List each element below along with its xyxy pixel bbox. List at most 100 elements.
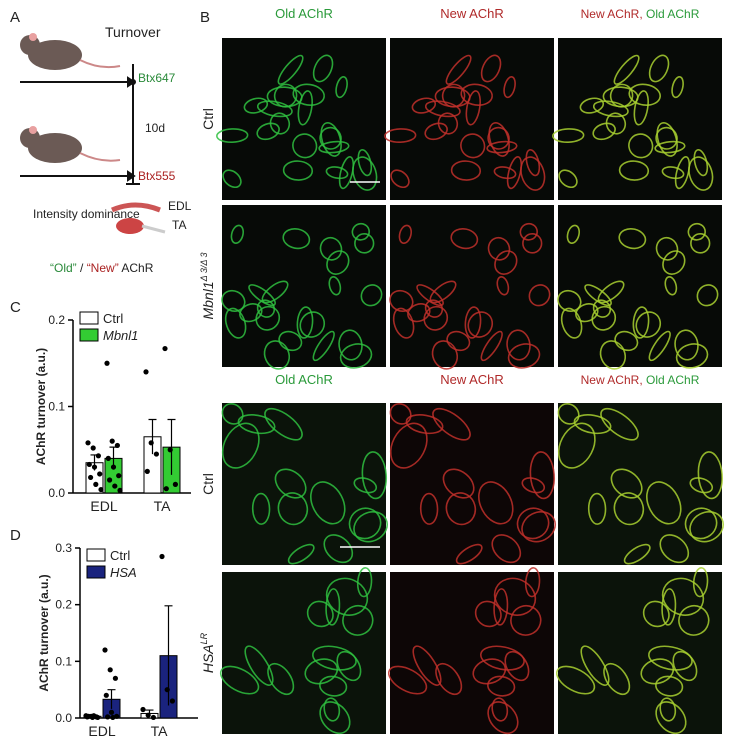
endplate bbox=[387, 665, 428, 695]
endplate bbox=[460, 133, 486, 159]
endplate bbox=[487, 126, 510, 150]
endplate bbox=[434, 86, 471, 108]
data-point bbox=[90, 445, 96, 451]
micrograph bbox=[387, 567, 554, 735]
endplate bbox=[648, 54, 670, 83]
error-bar bbox=[167, 418, 176, 475]
data-point bbox=[144, 468, 150, 474]
column-header: New AChR bbox=[440, 6, 504, 21]
panel-title: Turnover bbox=[105, 24, 161, 40]
data-point bbox=[85, 440, 91, 446]
endplate bbox=[450, 160, 482, 181]
endplate bbox=[354, 233, 375, 254]
endplate bbox=[312, 330, 335, 362]
header-part: New AChR, bbox=[581, 373, 643, 387]
y-axis-label: AChR turnover (a.u.) bbox=[37, 574, 51, 691]
endplate bbox=[580, 645, 610, 686]
endplate bbox=[256, 299, 276, 318]
panel-letter: B bbox=[200, 9, 210, 26]
endplate bbox=[416, 284, 444, 307]
endplate bbox=[224, 307, 247, 339]
micrograph bbox=[216, 38, 386, 200]
endplate bbox=[221, 289, 246, 312]
endplate bbox=[323, 534, 354, 564]
endplate bbox=[325, 588, 341, 626]
endplate bbox=[592, 299, 612, 318]
row-name: Mbnl1 bbox=[200, 281, 216, 319]
endplate bbox=[480, 54, 502, 83]
endplate bbox=[696, 284, 719, 307]
data-point bbox=[114, 713, 120, 719]
endplate bbox=[325, 166, 349, 180]
column-header: Old AChR bbox=[275, 372, 333, 387]
endplate bbox=[487, 236, 511, 261]
endplate bbox=[555, 665, 596, 695]
endplate bbox=[522, 233, 543, 254]
endplate bbox=[318, 140, 350, 154]
data-point bbox=[108, 709, 115, 715]
label: Btx555 bbox=[138, 169, 176, 183]
endplate bbox=[557, 422, 596, 469]
endplate bbox=[437, 112, 459, 135]
endplate bbox=[659, 697, 677, 722]
endplate bbox=[659, 534, 690, 564]
endplate bbox=[654, 140, 686, 154]
endplate bbox=[510, 604, 542, 636]
data-point bbox=[91, 464, 98, 470]
data-point bbox=[97, 471, 103, 477]
data-point bbox=[110, 714, 116, 721]
endplate bbox=[361, 451, 388, 500]
legend-swatch bbox=[79, 328, 99, 342]
endplate bbox=[628, 133, 654, 159]
endplate bbox=[263, 340, 291, 370]
endplate bbox=[360, 284, 383, 307]
endplate bbox=[623, 543, 651, 565]
label: “New” bbox=[87, 261, 119, 275]
endplate bbox=[325, 577, 369, 616]
data-point bbox=[167, 447, 173, 453]
legend-label: Ctrl bbox=[110, 548, 130, 563]
endplate bbox=[445, 492, 477, 526]
column-header: Old AChR bbox=[275, 6, 333, 21]
endplate bbox=[336, 650, 362, 682]
endplate bbox=[521, 511, 556, 543]
endplate bbox=[493, 588, 509, 626]
endplate bbox=[579, 97, 605, 114]
row-label: Ctrl bbox=[200, 108, 216, 130]
label: 10d bbox=[145, 121, 165, 135]
endplate bbox=[339, 343, 373, 369]
endplate bbox=[480, 645, 525, 671]
endplate bbox=[487, 701, 519, 735]
data-point bbox=[150, 714, 156, 721]
muscle-icon bbox=[111, 202, 166, 234]
column-header: New AChR bbox=[440, 372, 504, 387]
endplate bbox=[478, 481, 514, 525]
endplate bbox=[599, 340, 627, 370]
endplate bbox=[488, 121, 510, 157]
row-label: HSALR bbox=[199, 632, 216, 673]
endplate bbox=[326, 250, 350, 275]
endplate bbox=[688, 156, 714, 191]
endplate bbox=[602, 86, 639, 108]
endplate bbox=[335, 76, 348, 99]
row-label: Ctrl bbox=[200, 473, 216, 495]
endplate bbox=[306, 600, 334, 628]
endplate bbox=[642, 600, 670, 628]
endplate bbox=[296, 306, 314, 339]
endplate bbox=[656, 121, 678, 157]
endplate bbox=[689, 477, 714, 494]
endplate bbox=[464, 306, 482, 339]
endplate bbox=[516, 507, 550, 540]
endplate bbox=[493, 166, 517, 180]
endplate bbox=[356, 567, 373, 598]
data-point bbox=[112, 483, 118, 489]
endplate bbox=[419, 492, 439, 525]
label: AChR bbox=[119, 261, 154, 275]
column-header: New AChR, Old AChR bbox=[581, 373, 700, 387]
endplate bbox=[392, 307, 415, 339]
y-axis-label: AChR turnover (a.u.) bbox=[34, 348, 48, 465]
endplate bbox=[605, 112, 627, 135]
endplate bbox=[237, 414, 276, 435]
endplate bbox=[216, 128, 249, 144]
endplate bbox=[655, 126, 678, 150]
